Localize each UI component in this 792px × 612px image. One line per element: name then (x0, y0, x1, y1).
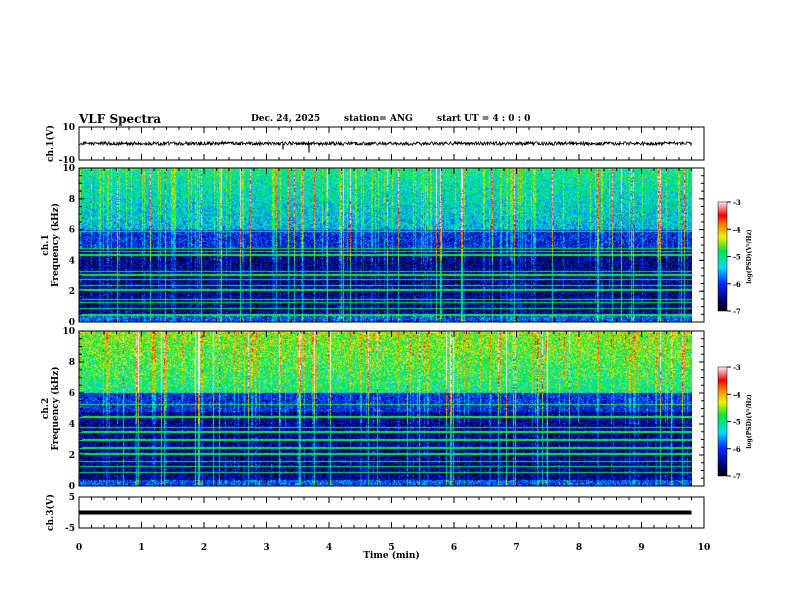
ch1-spectrogram-heatmap (79, 168, 692, 322)
y-tick-label: 10 (62, 123, 75, 133)
y-tick-label: -10 (59, 156, 75, 166)
plot-title: VLF Spectra (79, 112, 162, 126)
station-label: station= ANG (344, 114, 413, 124)
colorbar-tick-label: -3 (733, 198, 741, 207)
x-tick-label: 5 (388, 543, 394, 553)
x-tick-label: 3 (263, 543, 269, 553)
x-tick-label: 10 (698, 543, 711, 553)
colorbar-tick-label: -7 (733, 472, 741, 481)
start-time-label: start UT = 4 : 0 : 0 (437, 114, 531, 124)
colorbar-tick-label: -6 (733, 280, 741, 289)
y-axis-label: ch.1(V) (45, 125, 56, 162)
y-tick-label: 4 (69, 256, 75, 266)
y-tick-label: 5 (69, 493, 75, 503)
x-axis-label: Time (min) (363, 550, 420, 561)
y-tick-label: 6 (69, 389, 75, 399)
y-tick-label: 0 (69, 482, 75, 492)
y-axis-label: ch.1 (41, 234, 51, 255)
colorbar-frame (717, 201, 728, 312)
colorbar-frame (717, 366, 728, 477)
colorbar-tick-label: -7 (733, 307, 741, 316)
panel-frame-2 (78, 167, 705, 323)
colorbar-tick-label: -4 (733, 390, 741, 399)
x-tick-label: 7 (513, 543, 519, 553)
colorbar-label: log(PSD)(V²/Hz) (746, 229, 753, 284)
y-tick-label: 2 (69, 287, 75, 297)
ch1-colorbar (718, 202, 727, 311)
x-tick-label: 0 (76, 543, 82, 553)
ch1-trace (78, 140, 692, 147)
x-tick-label: 2 (201, 543, 207, 553)
colorbar-label: log(PSD)(V²/Hz) (746, 394, 753, 449)
ch2-spectrogram-heatmap (79, 331, 692, 486)
colorbar-tick-label: -6 (733, 445, 741, 454)
colorbar-tick-label: -4 (733, 225, 741, 234)
y-axis-label: Frequency (kHz) (50, 366, 61, 450)
y-tick-label: 10 (62, 327, 75, 337)
x-tick-label: 1 (138, 543, 144, 553)
y-tick-label: 4 (69, 420, 75, 430)
y-axis-label: Frequency (kHz) (50, 203, 61, 287)
colorbar-tick-label: -5 (733, 418, 741, 427)
y-tick-label: 10 (62, 164, 75, 174)
x-tick-label: 8 (576, 543, 582, 553)
panel-frame-3 (78, 330, 705, 487)
y-tick-label: 2 (69, 451, 75, 461)
y-axis-label: ch.2 (41, 398, 51, 419)
x-tick-label: 4 (326, 543, 332, 553)
date-label: Dec. 24, 2025 (251, 114, 321, 124)
colorbar-tick-label: -5 (733, 253, 741, 262)
y-tick-label: 8 (69, 195, 75, 205)
ch2-colorbar (718, 367, 727, 476)
y-tick-label: 6 (69, 226, 75, 236)
x-tick-label: 6 (451, 543, 457, 553)
colorbar-tick-label: -3 (733, 363, 741, 372)
y-tick-label: 0 (69, 318, 75, 328)
y-tick-label: -5 (65, 524, 75, 534)
ch3-trace (79, 510, 692, 515)
y-axis-label: ch.3(V) (45, 494, 56, 531)
y-tick-label: 8 (69, 358, 75, 368)
x-tick-label: 9 (638, 543, 644, 553)
